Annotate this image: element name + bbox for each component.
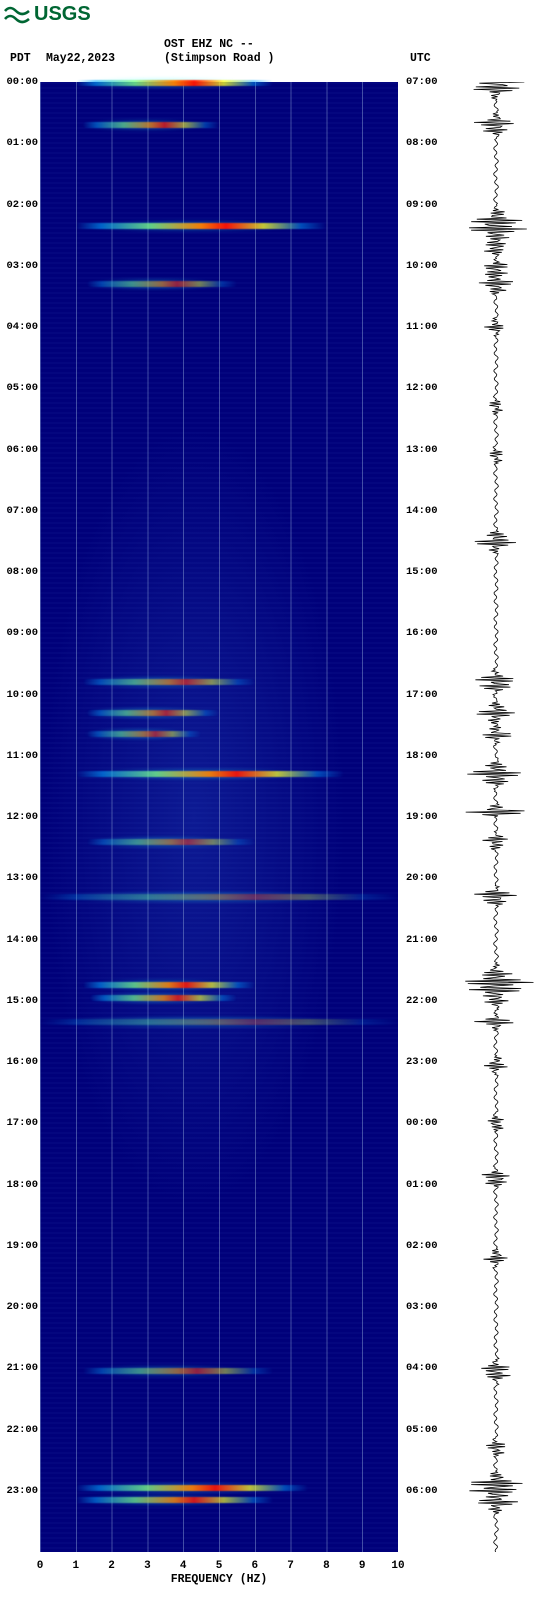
usgs-logo: USGS [4,3,91,26]
utc-time-label: 05:00 [406,1424,438,1436]
spectrogram-event [40,839,398,845]
trace-svg [454,82,538,1552]
utc-time-label: 15:00 [406,566,438,578]
utc-time-label: 01:00 [406,1179,438,1191]
plot-header: PDT May22,2023 OST EHZ NC -- (Stimpson R… [0,38,552,66]
x-tick: 1 [69,1560,83,1572]
pdt-time-label: 18:00 [4,1179,38,1191]
utc-time-label: 06:00 [406,1485,438,1497]
utc-time-label: 18:00 [406,750,438,762]
utc-time-label: 13:00 [406,444,438,456]
usgs-wave-icon [4,5,30,25]
spectrogram-event [40,1368,398,1374]
pdt-time-label: 08:00 [4,566,38,578]
x-tick: 8 [319,1560,333,1572]
utc-time-label: 22:00 [406,995,438,1007]
utc-time-label: 07:00 [406,76,438,88]
utc-time-label: 03:00 [406,1301,438,1313]
pdt-time-label: 16:00 [4,1056,38,1068]
utc-time-label: 23:00 [406,1056,438,1068]
utc-time-label: 16:00 [406,627,438,639]
pdt-time-label: 17:00 [4,1117,38,1129]
left-timezone: PDT [10,52,31,65]
spectrogram-plot [40,82,398,1552]
pdt-time-label: 02:00 [4,199,38,211]
waveform-path [465,82,533,1552]
spectrogram-event [40,995,398,1001]
pdt-time-label: 09:00 [4,627,38,639]
spectrogram-event [40,771,398,777]
spectrogram-event [40,679,398,685]
utc-time-label: 00:00 [406,1117,438,1129]
utc-time-label: 02:00 [406,1240,438,1252]
utc-time-label: 08:00 [406,137,438,149]
x-tick: 6 [248,1560,262,1572]
pdt-time-label: 07:00 [4,505,38,517]
spectrogram-event [40,982,398,988]
pdt-time-label: 22:00 [4,1424,38,1436]
utc-time-label: 09:00 [406,199,438,211]
utc-time-label: 10:00 [406,260,438,272]
pdt-time-label: 01:00 [4,137,38,149]
utc-time-label: 21:00 [406,934,438,946]
utc-time-label: 04:00 [406,1362,438,1374]
spectrogram-event [40,1019,398,1025]
station-code: OST EHZ NC -- [164,38,254,51]
utc-time-label: 14:00 [406,505,438,517]
x-tick: 7 [284,1560,298,1572]
logo-text: USGS [34,3,91,26]
spectrogram-event [40,731,398,737]
x-tick: 9 [355,1560,369,1572]
spectrogram-event [40,1485,398,1491]
pdt-time-label: 04:00 [4,321,38,333]
utc-time-label: 17:00 [406,689,438,701]
pdt-time-label: 19:00 [4,1240,38,1252]
utc-time-label: 11:00 [406,321,438,333]
spectrogram-event [40,894,398,900]
pdt-time-label: 00:00 [4,76,38,88]
spectrogram-event [40,122,398,128]
pdt-time-label: 15:00 [4,995,38,1007]
utc-time-label: 20:00 [406,872,438,884]
station-name: (Stimpson Road ) [164,52,274,65]
x-axis-title: FREQUENCY (HZ) [40,1573,398,1586]
spectrogram-event [40,710,398,716]
right-timezone: UTC [410,52,431,65]
pdt-time-label: 10:00 [4,689,38,701]
pdt-time-label: 23:00 [4,1485,38,1497]
pdt-time-label: 03:00 [4,260,38,272]
pdt-time-label: 13:00 [4,872,38,884]
pdt-time-label: 05:00 [4,382,38,394]
x-tick: 10 [391,1560,405,1572]
pdt-time-label: 14:00 [4,934,38,946]
utc-time-label: 12:00 [406,382,438,394]
pdt-time-label: 20:00 [4,1301,38,1313]
spectrogram-event [40,281,398,287]
utc-time-label: 19:00 [406,811,438,823]
pdt-time-label: 06:00 [4,444,38,456]
spectrogram-event [40,1497,398,1503]
x-tick: 5 [212,1560,226,1572]
header-date: May22,2023 [46,52,115,65]
seismogram-trace [454,82,538,1552]
pdt-time-label: 21:00 [4,1362,38,1374]
x-tick: 2 [105,1560,119,1572]
x-tick: 3 [140,1560,154,1572]
spectrogram-event [40,223,398,229]
x-tick: 4 [176,1560,190,1572]
pdt-time-label: 12:00 [4,811,38,823]
x-tick: 0 [33,1560,47,1572]
pdt-time-label: 11:00 [4,750,38,762]
spectrogram-event [40,80,398,86]
